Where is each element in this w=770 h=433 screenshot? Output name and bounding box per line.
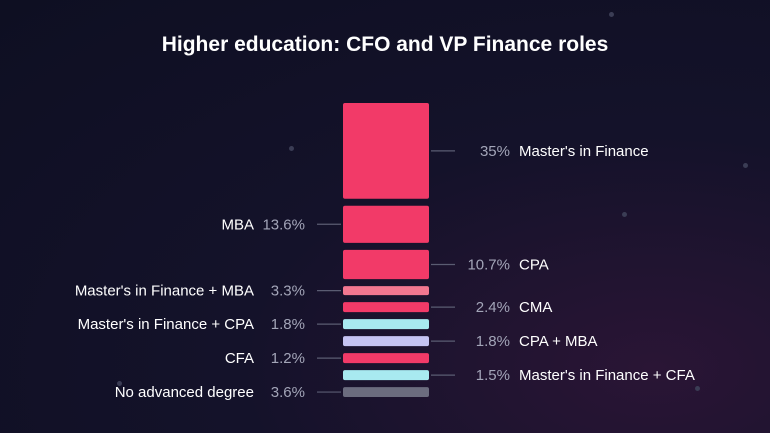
segment-group: 1.5% Master's in Finance + CFA <box>343 367 695 384</box>
bar-segment <box>343 103 429 199</box>
category-label: CPA <box>519 257 549 274</box>
value-label: 1.5% <box>476 367 510 384</box>
segment-group: 1.2% CFA <box>225 350 429 367</box>
category-label: Master's in Finance + MBA <box>75 283 254 300</box>
value-label: 2.4% <box>476 299 510 316</box>
category-label: Master's in Finance + CFA <box>519 367 695 384</box>
segment-group: 35% Master's in Finance <box>343 103 649 199</box>
category-label: CMA <box>519 299 552 316</box>
bar-segment <box>343 319 429 330</box>
decor-dot <box>289 146 294 151</box>
category-label: MBA <box>221 216 254 233</box>
bar-segment <box>343 302 429 313</box>
category-label: No advanced degree <box>115 384 254 401</box>
segment-group: 3.3% Master's in Finance + MBA <box>75 283 429 300</box>
bar-segment <box>343 205 429 243</box>
category-label: CFA <box>225 350 254 367</box>
chart-title: Higher education: CFO and VP Finance rol… <box>161 33 609 56</box>
bar-segment <box>343 370 429 381</box>
segment-group: 2.4% CMA <box>343 299 552 316</box>
decor-dot <box>117 381 122 386</box>
value-label: 1.8% <box>476 333 510 350</box>
category-label: CPA + MBA <box>519 333 598 350</box>
segment-group: 10.7% CPA <box>343 249 549 280</box>
segment-group: 13.6% MBA <box>221 205 429 243</box>
segment-group: 1.8% CPA + MBA <box>343 333 598 350</box>
value-label: 10.7% <box>467 257 510 274</box>
bar-segment <box>343 249 429 280</box>
value-label: 1.2% <box>271 350 305 367</box>
bar-segment <box>343 336 429 347</box>
decor-dot <box>743 163 748 168</box>
value-label: 3.6% <box>271 384 305 401</box>
value-label: 1.8% <box>271 316 305 333</box>
category-label: Master's in Finance <box>519 143 649 160</box>
bar-segment <box>343 286 429 296</box>
value-label: 13.6% <box>262 216 305 233</box>
category-label: Master's in Finance + CPA <box>78 316 254 333</box>
decor-dot <box>622 212 627 217</box>
value-label: 35% <box>480 143 510 160</box>
decor-dot <box>695 386 700 391</box>
value-label: 3.3% <box>271 283 305 300</box>
bar-segment <box>343 387 429 397</box>
bar-segment <box>343 353 429 364</box>
segment-group: 1.8% Master's in Finance + CPA <box>78 316 429 333</box>
segment-group: 3.6% No advanced degree <box>115 384 429 401</box>
decor-dot <box>609 12 614 17</box>
